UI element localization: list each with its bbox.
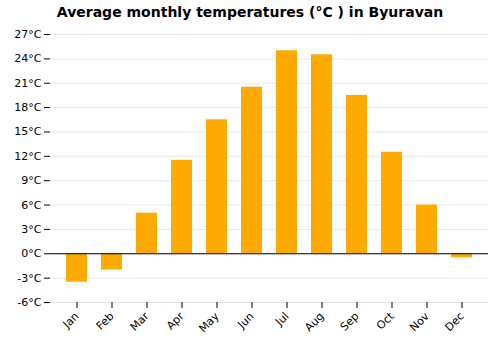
svg-text:27°C: 27°C (14, 28, 41, 41)
svg-text:May: May (196, 309, 222, 335)
svg-text:Oct: Oct (374, 309, 397, 332)
svg-text:18°C: 18°C (14, 101, 41, 114)
svg-text:9°C: 9°C (21, 174, 41, 187)
svg-text:Dec: Dec (442, 310, 466, 334)
svg-text:Jun: Jun (235, 310, 257, 332)
svg-text:Jan: Jan (60, 310, 82, 332)
svg-text:15°C: 15°C (14, 125, 41, 138)
svg-text:Aug: Aug (302, 310, 326, 334)
svg-text:Feb: Feb (94, 310, 117, 333)
svg-text:Nov: Nov (407, 309, 432, 334)
svg-text:0°C: 0°C (21, 247, 41, 260)
html-text:Average monthly temperatures (: Average monthly temperatures (°C ) in By… (56, 4, 444, 20)
svg-text:3°C: 3°C (21, 223, 41, 236)
svg-text:-6°C: -6°C (17, 296, 41, 309)
svg-text:21°C: 21°C (14, 77, 41, 90)
svg-text:Apr: Apr (164, 309, 187, 332)
svg-text:6°C: 6°C (21, 199, 41, 212)
svg-text:12°C: 12°C (14, 150, 41, 163)
svg-text:Mar: Mar (128, 309, 152, 333)
svg-text:24°C: 24°C (14, 52, 41, 65)
svg-text:Sep: Sep (338, 310, 362, 334)
svg-text:Jul: Jul (272, 310, 291, 329)
svg-text:-3°C: -3°C (17, 272, 41, 285)
